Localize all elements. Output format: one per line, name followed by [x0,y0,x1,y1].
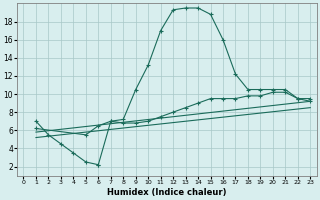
X-axis label: Humidex (Indice chaleur): Humidex (Indice chaleur) [107,188,227,197]
